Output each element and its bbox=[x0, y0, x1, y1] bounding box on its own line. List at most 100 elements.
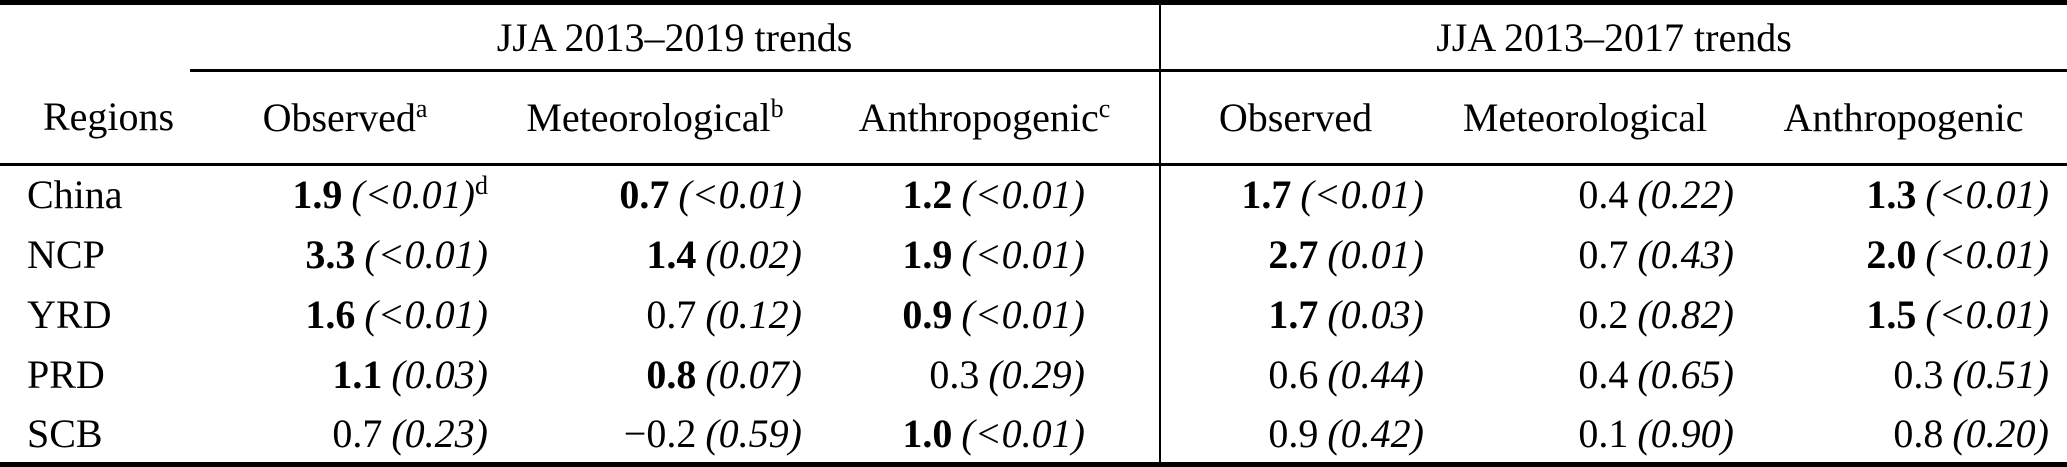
table-row-ncp: NCP 3.3 (<0.01) 1.4 (0.02) 1.9 (<0.01) 2.7(… bbox=[0, 224, 2067, 285]
trend-cell: 0.8 (0.07) bbox=[500, 344, 810, 404]
trend-value: 0.7 bbox=[332, 410, 383, 456]
p-value: (<0.01) bbox=[1300, 172, 1424, 218]
region-label: China bbox=[27, 172, 123, 218]
trend-cell: 2.7 (0.01) bbox=[1160, 224, 1430, 284]
trend-cell: 0.2 (0.82) bbox=[1430, 284, 1740, 344]
trend-cell: −0.2 (0.59) bbox=[500, 404, 810, 464]
trend-cell: 1.3 (<0.01) bbox=[1740, 164, 2067, 224]
p-value: (0.44) bbox=[1327, 351, 1424, 397]
column-header-regions: Regions bbox=[0, 70, 190, 166]
trend-cell: 1.7 (<0.01) bbox=[1160, 164, 1430, 224]
trend-value: 1.0 bbox=[902, 410, 953, 456]
trend-cell: 2.0 (<0.01) bbox=[1740, 224, 2067, 284]
p-value: (0.20) bbox=[1952, 410, 2049, 456]
region-label: YRD bbox=[27, 291, 112, 337]
p-value: (0.01) bbox=[1327, 231, 1424, 277]
trend-value: 1.6 bbox=[305, 291, 356, 337]
table-row-scb: SCB 0.7 (0.23) −0.2 (0.59) 1.0 (<0.01) 0.9(… bbox=[0, 404, 2067, 465]
trend-value: 0.4 bbox=[1578, 172, 1629, 218]
p-value: (<0.01) bbox=[1925, 291, 2049, 337]
p-value: (<0.01) bbox=[678, 172, 802, 218]
p-value: (0.82) bbox=[1637, 291, 1734, 337]
trend-value: 0.8 bbox=[1893, 410, 1944, 456]
table-row-china: China 1.9 (<0.01)d 0.7 (<0.01) 1.2 (<0.01) … bbox=[0, 164, 2067, 225]
trend-value: 0.3 bbox=[1893, 351, 1944, 397]
p-value: (0.07) bbox=[705, 351, 802, 397]
trend-value: 1.9 bbox=[292, 172, 343, 218]
trend-cell: 0.3 (0.51) bbox=[1740, 344, 2067, 404]
p-value: (<0.01) bbox=[1925, 172, 2049, 218]
trend-value: 0.6 bbox=[1268, 351, 1319, 397]
p-value: (0.02) bbox=[705, 231, 802, 277]
trend-value: 1.9 bbox=[902, 231, 953, 277]
trend-cell: 1.9 (<0.01) bbox=[810, 224, 1161, 285]
trend-cell: 0.6 (0.44) bbox=[1160, 344, 1430, 404]
p-value: (<0.01) bbox=[961, 291, 1085, 337]
trend-value: 2.7 bbox=[1268, 231, 1319, 277]
column-header-label: Observed bbox=[262, 94, 416, 140]
trend-cell: 0.8 (0.20) bbox=[1740, 404, 2067, 464]
trend-cell: 0.4 (0.65) bbox=[1430, 344, 1740, 404]
column-header-label: Meteorological bbox=[526, 94, 771, 140]
p-value: (<0.01) bbox=[961, 231, 1085, 277]
column-header-label: Anthropogenic bbox=[858, 94, 1099, 140]
p-value: (0.42) bbox=[1327, 410, 1424, 456]
trend-cell: 0.4 (0.22) bbox=[1430, 164, 1740, 224]
trend-value: 0.2 bbox=[1578, 291, 1629, 337]
trend-value: 0.7 bbox=[646, 291, 697, 337]
p-value: (<0.01) bbox=[1925, 231, 2049, 277]
p-value: (0.03) bbox=[1327, 291, 1424, 337]
trend-value: 0.7 bbox=[619, 172, 670, 218]
trend-value: −0.2 bbox=[623, 410, 697, 456]
footnote-mark-b: b bbox=[770, 93, 784, 123]
trend-cell: 1.4 (0.02) bbox=[500, 224, 810, 284]
trend-value: 1.3 bbox=[1866, 172, 1917, 218]
p-value: (0.22) bbox=[1637, 172, 1734, 218]
column-header-anthropogenic-2019: Anthropogenicc bbox=[810, 70, 1161, 166]
table-row-prd: PRD 1.1 (0.03) 0.8 (0.07) 0.3 (0.29) 0.6 (0.… bbox=[0, 344, 2067, 405]
trend-cell: 0.7 (0.12) bbox=[500, 284, 810, 344]
trend-value: 0.9 bbox=[902, 291, 953, 337]
trend-value: 0.4 bbox=[1578, 351, 1629, 397]
column-header-anthropogenic-2017: Anthropogenic bbox=[1740, 70, 2067, 166]
p-value: (<0.01) bbox=[961, 172, 1085, 218]
trend-value: 1.7 bbox=[1268, 291, 1319, 337]
p-value: (<0.01) bbox=[351, 172, 475, 218]
trend-value: 0.1 bbox=[1578, 410, 1629, 456]
p-value: (<0.01) bbox=[364, 291, 488, 337]
region-label: PRD bbox=[27, 351, 105, 397]
p-value: (0.90) bbox=[1637, 410, 1734, 456]
trend-cell: 1.6 (<0.01) bbox=[190, 284, 500, 344]
trend-cell: 0.1 (0.90) bbox=[1430, 404, 1740, 464]
p-value: (0.51) bbox=[1952, 351, 2049, 397]
trend-value: 1.2 bbox=[902, 172, 953, 218]
column-header-observed-2017: Observed bbox=[1160, 70, 1430, 166]
column-header-meteorological-2019: Meteorologicalb bbox=[500, 70, 810, 166]
empty-corner-cell bbox=[0, 3, 190, 71]
column-group-jja-2013-2017: JJA 2013–2017 trends bbox=[1160, 2, 2067, 73]
table-row-yrd: YRD 1.6 (<0.01) 0.7 (0.12) 0.9 (<0.01) 1.7(… bbox=[0, 284, 2067, 345]
trend-cell: 1.7 (0.03) bbox=[1160, 284, 1430, 344]
trend-value: 1.4 bbox=[646, 231, 697, 277]
trend-value: 3.3 bbox=[305, 231, 356, 277]
trend-value: 0.3 bbox=[929, 351, 980, 397]
region-label: SCB bbox=[27, 410, 103, 456]
trend-cell: 0.7 (0.23) bbox=[190, 404, 500, 464]
trend-value: 1.5 bbox=[1866, 291, 1917, 337]
p-value: (0.43) bbox=[1637, 231, 1734, 277]
trend-cell: 1.9 (<0.01)d bbox=[190, 164, 500, 224]
column-group-jja-2013-2019: JJA 2013–2019 trends bbox=[190, 2, 1161, 73]
p-value: (0.12) bbox=[705, 291, 802, 337]
trend-cell: 3.3 (<0.01) bbox=[190, 224, 500, 284]
region-label: NCP bbox=[27, 231, 105, 277]
p-value: (<0.01) bbox=[364, 231, 488, 277]
column-header-row: Regions Observeda Meteorologicalb Anthro… bbox=[0, 70, 2067, 166]
trend-value: 1.7 bbox=[1241, 172, 1292, 218]
footnote-mark-d: d bbox=[475, 171, 488, 201]
trend-cell: 1.0 (<0.01) bbox=[810, 404, 1161, 465]
trend-cell: 0.9 (<0.01) bbox=[810, 284, 1161, 345]
p-value: (0.03) bbox=[391, 351, 488, 397]
footnote-mark-c: c bbox=[1098, 93, 1111, 123]
trend-value: 2.0 bbox=[1866, 231, 1917, 277]
